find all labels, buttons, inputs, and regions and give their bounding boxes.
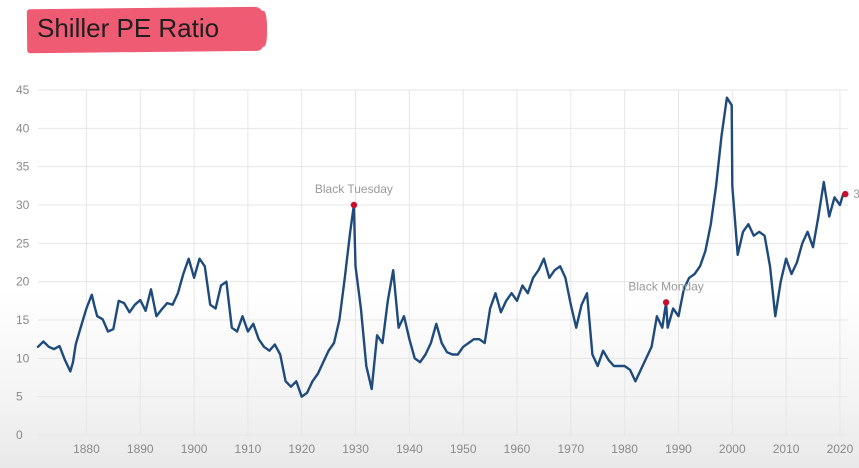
series-lines bbox=[36, 96, 847, 398]
x-tick-label: 1990 bbox=[665, 442, 692, 456]
y-tick-label: 15 bbox=[16, 313, 30, 327]
x-tick-label: 1960 bbox=[504, 442, 531, 456]
grid-lines bbox=[38, 89, 848, 436]
annotation-label: 31.42 bbox=[853, 187, 859, 201]
x-tick-label: 1890 bbox=[127, 442, 154, 456]
x-tick-label: 1970 bbox=[557, 442, 584, 456]
y-tick-label: 5 bbox=[16, 390, 23, 404]
x-tick-label: 2010 bbox=[773, 442, 800, 456]
x-tick-label: 1930 bbox=[342, 442, 369, 456]
y-tick-label: 25 bbox=[16, 236, 30, 250]
annotation-markers bbox=[350, 190, 849, 306]
y-tick-label: 45 bbox=[16, 83, 30, 97]
x-tick-label: 1940 bbox=[396, 442, 423, 456]
x-tick-label: 2020 bbox=[827, 442, 854, 456]
x-tick-label: 1980 bbox=[611, 442, 638, 456]
annotation-label: Black Tuesday bbox=[315, 182, 393, 196]
y-tick-label: 35 bbox=[16, 160, 30, 174]
annotation-marker bbox=[842, 190, 849, 198]
y-tick-label: 20 bbox=[16, 275, 30, 289]
annotation-label: Black Monday bbox=[628, 279, 703, 293]
x-tick-label: 1920 bbox=[288, 442, 315, 456]
y-tick-label: 40 bbox=[16, 121, 30, 135]
x-tick-label: 1900 bbox=[181, 442, 208, 456]
y-tick-label: 10 bbox=[16, 351, 30, 365]
annotation-marker bbox=[350, 201, 358, 209]
annotation-labels: Black Tuesday Black Monday 31.42 bbox=[315, 182, 859, 293]
x-axis-ticks: 1880 1890 1900 1910 1920 1930 1940 1950 1960 1970… bbox=[73, 442, 854, 456]
annotation-marker bbox=[662, 299, 670, 306]
x-tick-label: 1880 bbox=[73, 442, 100, 456]
x-tick-label: 1910 bbox=[235, 442, 262, 456]
series-line bbox=[36, 96, 847, 398]
y-tick-label: 30 bbox=[16, 198, 30, 212]
y-axis-ticks: 0 5 10 15 20 25 30 35 40 45 bbox=[16, 83, 30, 442]
x-tick-label: 1950 bbox=[450, 442, 477, 456]
x-tick-label: 2000 bbox=[719, 442, 746, 456]
y-tick-label: 0 bbox=[16, 428, 23, 442]
chart-title: Shiller PE Ratio bbox=[37, 13, 220, 43]
